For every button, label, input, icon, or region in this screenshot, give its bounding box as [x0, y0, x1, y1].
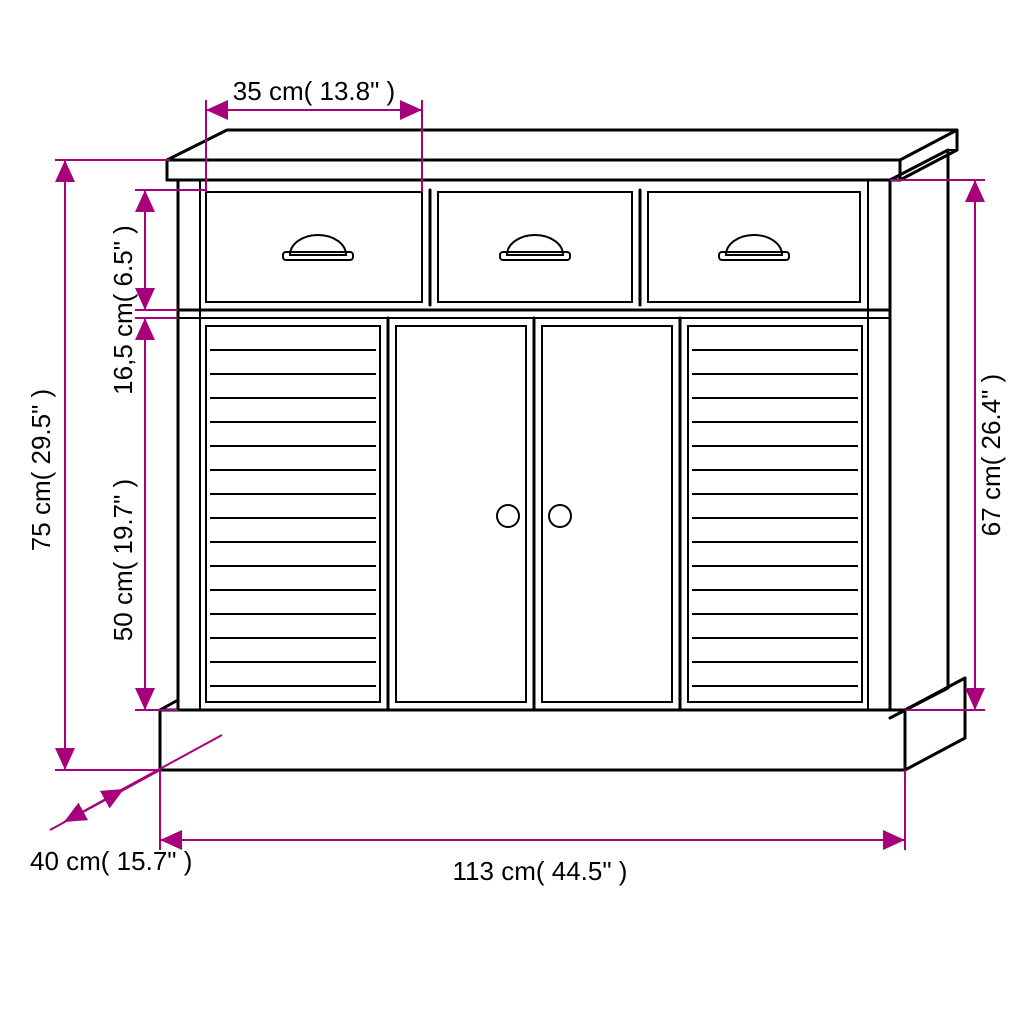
label-drawer-width: 35 cm( 13.8" ) — [233, 76, 395, 106]
louver-right — [692, 350, 858, 686]
dim-depth: 40 cm( 15.7" ) — [30, 735, 222, 876]
dim-total-height: 75 cm( 29.5" ) — [26, 160, 170, 770]
label-drawer-height: 16,5 cm( 6.5" ) — [108, 225, 138, 395]
label-total-height: 75 cm( 29.5" ) — [26, 389, 56, 551]
drawer-handle-1 — [283, 235, 353, 260]
dim-drawer-height: 16,5 cm( 6.5" ) — [108, 190, 205, 395]
label-inner-height: 67 cm( 26.4" ) — [976, 374, 1006, 536]
dimension-drawing: 75 cm( 29.5" ) 16,5 cm( 6.5" ) 50 cm( 19… — [0, 0, 1024, 1024]
dim-drawer-width: 35 cm( 13.8" ) — [206, 76, 422, 192]
label-door-height: 50 cm( 19.7" ) — [108, 479, 138, 641]
label-total-width: 113 cm( 44.5" ) — [453, 856, 628, 886]
drawer-handle-2 — [500, 235, 570, 260]
dim-total-width: 113 cm( 44.5" ) — [160, 770, 905, 886]
drawer-handle-3 — [719, 235, 789, 260]
label-depth: 40 cm( 15.7" ) — [30, 846, 192, 876]
cabinet-outline — [160, 130, 965, 770]
louver-left — [210, 350, 376, 686]
